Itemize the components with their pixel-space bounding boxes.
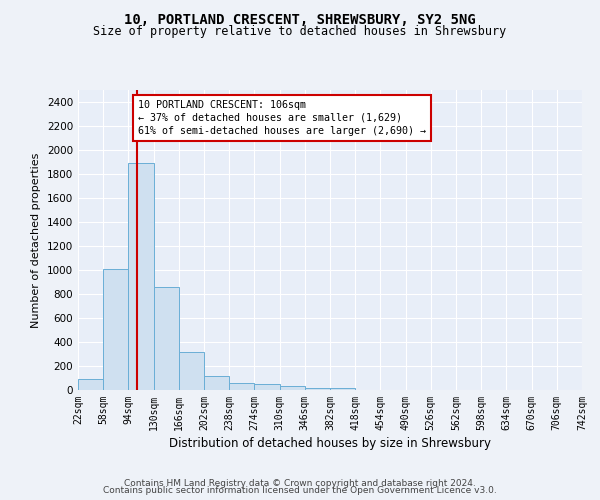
Bar	[254, 384, 280, 390]
Text: 10, PORTLAND CRESCENT, SHREWSBURY, SY2 5NG: 10, PORTLAND CRESCENT, SHREWSBURY, SY2 5…	[124, 12, 476, 26]
Text: Contains HM Land Registry data © Crown copyright and database right 2024.: Contains HM Land Registry data © Crown c…	[124, 478, 476, 488]
Bar	[204, 376, 229, 390]
Y-axis label: Number of detached properties: Number of detached properties	[31, 152, 41, 328]
Text: 10 PORTLAND CRESCENT: 106sqm
← 37% of detached houses are smaller (1,629)
61% of: 10 PORTLAND CRESCENT: 106sqm ← 37% of de…	[137, 100, 425, 136]
Text: Size of property relative to detached houses in Shrewsbury: Size of property relative to detached ho…	[94, 25, 506, 38]
Bar	[78, 378, 103, 390]
Bar	[229, 383, 254, 390]
Bar	[179, 352, 204, 390]
Bar	[305, 388, 330, 390]
Bar	[280, 386, 305, 390]
X-axis label: Distribution of detached houses by size in Shrewsbury: Distribution of detached houses by size …	[169, 437, 491, 450]
Bar	[103, 269, 128, 390]
Bar	[128, 163, 154, 390]
Text: Contains public sector information licensed under the Open Government Licence v3: Contains public sector information licen…	[103, 486, 497, 495]
Bar	[330, 388, 355, 390]
Bar	[154, 287, 179, 390]
